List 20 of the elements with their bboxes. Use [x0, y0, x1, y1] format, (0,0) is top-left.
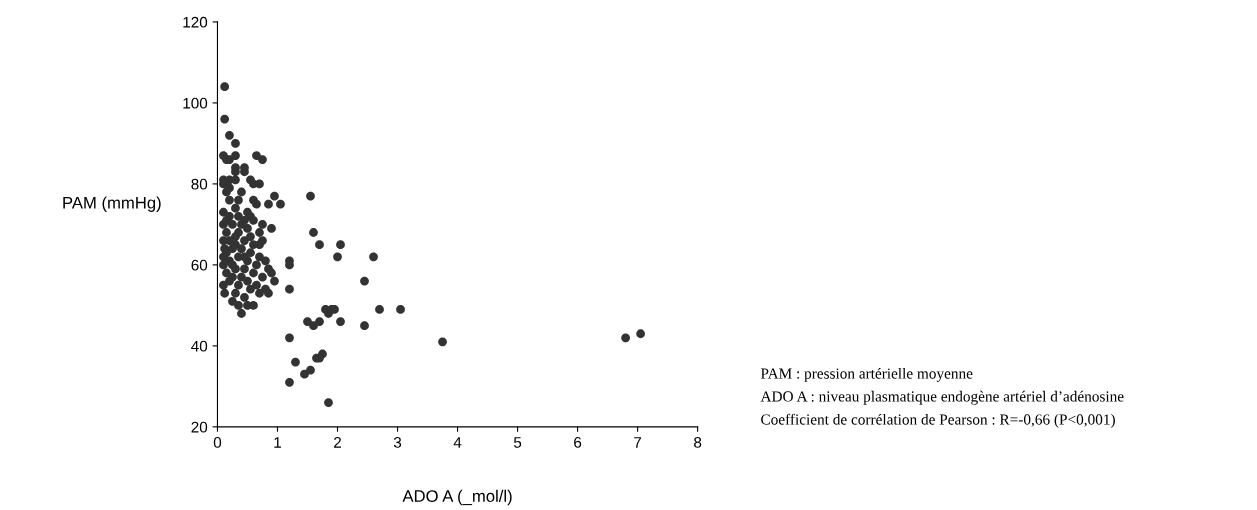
x-tick-label: 3 — [393, 437, 402, 448]
y-axis-title: PAM (mmHg) — [63, 196, 161, 212]
text: ADO A : niveau plasmatique endogène artériel d’adénosine — [760, 390, 1124, 405]
x-tick-label: 1 — [274, 437, 281, 448]
y-tick-label: 120 — [183, 16, 208, 28]
text: PAM : pression artérielle moyenne — [760, 367, 973, 382]
y-tick-label: 60 — [191, 259, 208, 271]
x-tick-label: 6 — [574, 437, 582, 448]
x-axis-title: ADO A (_mol/l) — [402, 489, 512, 506]
x-tick-label: 2 — [334, 437, 341, 448]
x-tick-label: 4 — [453, 437, 462, 448]
x-tick-label: 8 — [694, 437, 702, 448]
y-tick-label: 80 — [191, 178, 208, 190]
x-tick-label: 7 — [634, 437, 642, 448]
x-tick-label: 5 — [513, 437, 522, 448]
y-tick-label: 100 — [183, 97, 208, 109]
text: Coefficient de corrélation de Pearson : R=-0,66 (P<0,001) — [761, 413, 1115, 428]
y-tick-label: 20 — [191, 421, 208, 433]
x-tick-label: 0 — [213, 437, 222, 448]
y-tick-label: 40 — [191, 340, 208, 352]
